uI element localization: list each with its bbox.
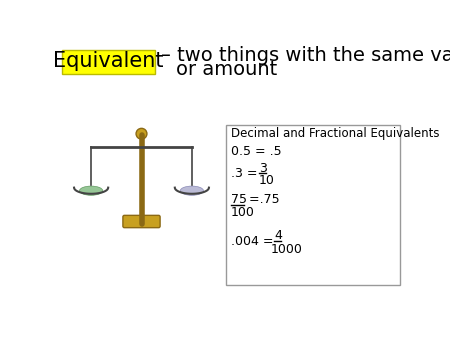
Text: 3: 3 (259, 162, 267, 175)
Ellipse shape (180, 186, 203, 195)
Text: =.75: =.75 (245, 193, 280, 207)
Text: .3 =: .3 = (231, 167, 262, 180)
FancyBboxPatch shape (123, 215, 160, 228)
Text: 75: 75 (231, 193, 248, 207)
Text: 1000: 1000 (271, 243, 303, 256)
Text: 100: 100 (230, 206, 255, 219)
Circle shape (136, 128, 147, 139)
Ellipse shape (80, 186, 103, 195)
Text: – two things with the same value: – two things with the same value (161, 46, 450, 66)
FancyBboxPatch shape (62, 50, 155, 74)
FancyBboxPatch shape (226, 125, 400, 285)
Text: Equivalent: Equivalent (53, 51, 163, 71)
Text: or amount: or amount (176, 60, 278, 79)
Text: .004 =: .004 = (231, 235, 278, 248)
Text: 4: 4 (275, 229, 283, 242)
Text: Decimal and Fractional Equivalents: Decimal and Fractional Equivalents (231, 127, 440, 140)
Text: 0.5 = .5: 0.5 = .5 (231, 145, 282, 158)
Text: 10: 10 (258, 174, 274, 187)
